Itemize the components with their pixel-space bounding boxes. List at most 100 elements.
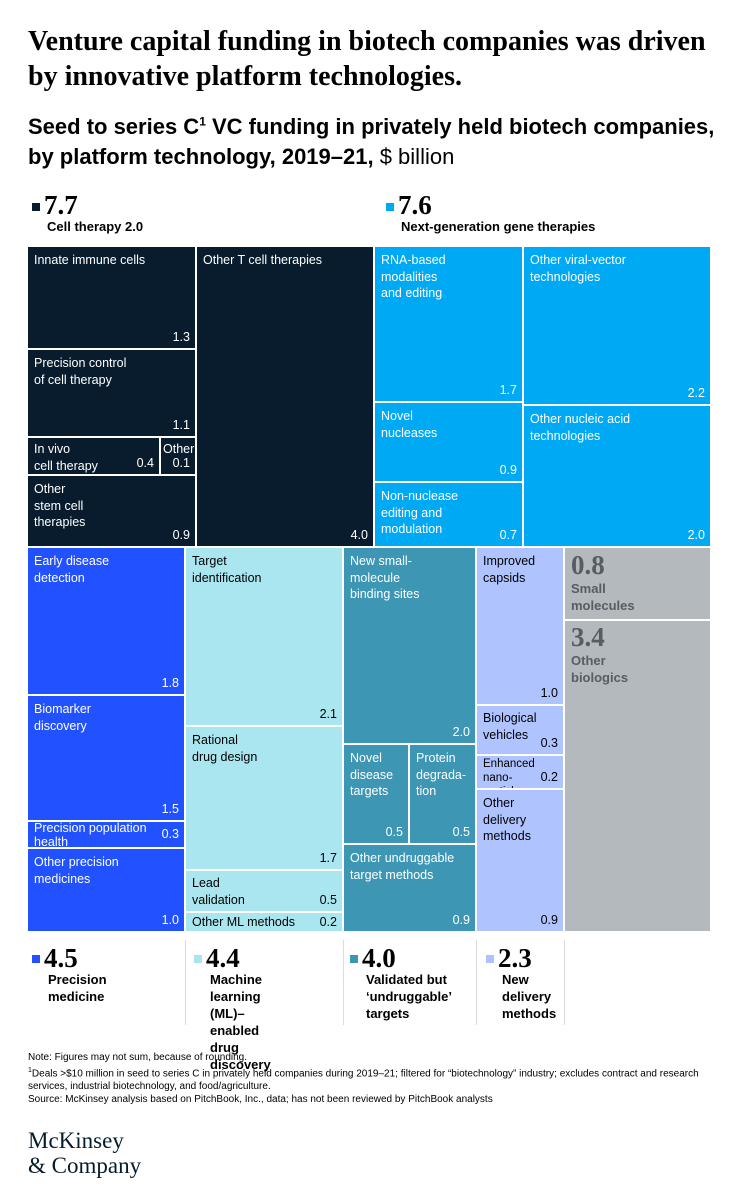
tile-other-stem-cell-therapies: Other stem cell therapies 0.9 [27,475,196,547]
tile-other-ml-methods: Other ML methods 0.2 [185,912,343,932]
legend-divider [185,940,186,1025]
source-note: Source: McKinsey analysis based on Pitch… [28,1094,493,1106]
tile-label: Other delivery methods [483,796,531,843]
tile-value: 0.2 [319,915,337,929]
tile-label: In vivo cell therapy [34,442,98,473]
group-label-cell-therapy: Cell therapy 2.0 [47,219,144,234]
tile-precision-control-cell-therapy: Precision control of cell therapy 1.1 [27,349,196,437]
tile-label: Precision control of cell therapy [34,356,127,387]
tile-enhanced-nanoparticles: Enhanced nano- particles 0.2 [476,755,564,789]
tile-label: Precision population health [34,821,147,848]
tile-early-disease-detection: Early disease detection 1.8 [27,547,185,695]
tile-value: 2.1 [319,707,337,721]
tile-value: 2.2 [687,386,705,400]
tile-target-identification: Target identification 2.1 [185,547,343,726]
tile-biological-vehicles: Biological vehicles 0.3 [476,705,564,755]
tile-value: 1.7 [319,851,337,865]
tile-rna-based-modalities: RNA-based modalities and editing 1.7 [374,246,523,402]
tile-label: Biological vehicles [483,711,537,742]
footnotes: Note: Figures may not sum, because of ro… [28,1051,708,1106]
chart-title: Venture capital funding in biotech compa… [28,26,706,92]
footnote-text: Deals >$10 million in seed to series C i… [28,1068,699,1093]
tile-label: Other nucleic acid technologies [530,412,631,443]
other-biologics-label: Other biologics [571,653,629,685]
tile-value: 0.1 [172,456,190,470]
tile-label: Improved capsids [483,554,536,585]
legend-label-undruggable: Validated but ‘undruggable’ targets [366,972,452,1021]
legend-label-delivery: New delivery methods [502,972,557,1021]
group-total-cell-therapy: 7.7 [44,190,78,220]
tile-innate-immune-cells: Innate immune cells 1.3 [27,246,196,349]
tile-value: 0.5 [319,893,337,907]
tile-label: Other [163,442,195,456]
tile-label: Lead validation [192,876,245,907]
tile-label: Innate immune cells [34,253,146,267]
tile-label: Other precision medicines [34,855,119,886]
tile-new-small-molecule-binding-sites: New small- molecule binding sites 2.0 [343,547,476,744]
legend-swatch-precision-medicine [32,955,40,963]
tile-other-precision-medicines: Other precision medicines 1.0 [27,848,185,932]
small-molecules-total: 0.8 [571,550,605,580]
tile-value: 2.0 [452,725,470,739]
tile-value: 0.4 [136,456,154,470]
subtitle-rest: VC funding in privately held biotech com… [28,114,715,169]
tile-value: 0.9 [540,913,558,927]
tile-in-vivo-cell-therapy: In vivo cell therapy 0.4 [27,437,160,475]
legend-total-precision-medicine: 4.5 [44,943,78,973]
legend-divider [476,940,477,1025]
tile-non-nuclease-editing: Non-nuclease editing and modulation 0.7 [374,482,523,547]
group-label-gene-therapy: Next-generation gene therapies [401,219,596,234]
tile-value: 1.0 [540,686,558,700]
small-molecules-label: Small molecules [571,581,635,613]
legend-total-ml: 4.4 [206,943,240,973]
tile-value: 1.7 [499,383,517,397]
tile-value: 0.9 [452,913,470,927]
legend-label-ml: Machine learning (ML)–enabled drug disco… [210,972,271,1072]
legend-total-delivery: 2.3 [498,943,532,973]
tile-value: 0.2 [540,770,558,784]
tile-value: 2.0 [687,528,705,542]
footnote-mark: 1 [28,1067,32,1074]
tile-other-biologics: 3.4 Other biologics [564,620,711,932]
tile-label: Non-nuclease editing and modulation [381,489,459,536]
tile-other-viral-vector: Other viral-vector technologies 2.2 [523,246,711,405]
note-rounding: Note: Figures may not sum, because of ro… [28,1052,248,1063]
group-total-gene-therapy: 7.6 [398,190,432,220]
tile-value: 0.3 [161,827,179,841]
footnote-definition: 1Deals >$10 million in seed to series C … [28,1064,708,1093]
tile-rational-drug-design: Rational drug design 1.7 [185,726,343,870]
tile-other-t-cell-therapies: Other T cell therapies 4.0 [196,246,374,547]
tile-label: Rational drug design [192,733,258,764]
tile-other-undruggable-target-methods: Other undruggable target methods 0.9 [343,844,476,932]
legend-swatch-delivery [486,955,494,963]
tile-value: 1.5 [161,802,179,816]
tile-label: Target identification [192,554,262,585]
subtitle-main: Seed to series C [28,114,200,139]
legend-swatch-cell-therapy [32,203,40,211]
tile-other-delivery-methods: Other delivery methods 0.9 [476,789,564,932]
logo-line-2: & Company [28,1153,142,1178]
tile-small-molecules: 0.8 Small molecules [564,547,711,620]
tile-value: 0.7 [499,528,517,542]
tile-label: Protein degrada- tion [416,751,467,798]
tile-label: RNA-based modalities and editing [381,253,446,300]
tile-value: 0.9 [499,463,517,477]
tile-label: Early disease detection [34,554,110,585]
tile-novel-nucleases: Novel nucleases 0.9 [374,402,523,482]
tile-other-nucleic-acid: Other nucleic acid technologies 2.0 [523,405,711,547]
tile-label: Enhanced nano- particles [483,758,535,788]
tile-label: Novel nucleases [381,409,438,440]
legend-divider [343,940,344,1025]
tile-label: New small- molecule binding sites [350,554,420,601]
subtitle-unit: $ billion [373,144,455,169]
tile-precision-population-health: Precision population health 0.3 [27,821,185,848]
tile-protein-degradation: Protein degrada- tion 0.5 [409,744,476,844]
mckinsey-logo: McKinsey & Company [28,1128,141,1178]
legend-label-precision-medicine: Precision medicine [48,972,107,1004]
tile-value: 1.3 [172,330,190,344]
legend-swatch-gene-therapy [386,203,394,211]
tile-label: Novel disease targets [350,751,394,798]
legend-divider [564,940,565,1025]
chart-subtitle: Seed to series C1 VC funding in privatel… [28,112,718,172]
legend-swatch-undruggable [350,955,358,963]
